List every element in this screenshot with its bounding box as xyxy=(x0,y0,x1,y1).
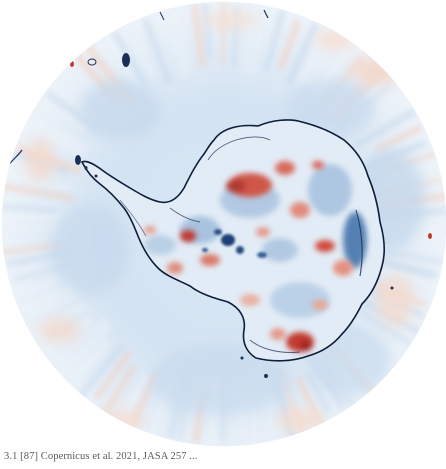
map-boundary xyxy=(0,0,446,448)
ocean-streak xyxy=(69,338,112,381)
ocean-streak xyxy=(359,309,412,345)
ocean-streak xyxy=(27,291,80,319)
ocean-streak xyxy=(374,124,423,153)
ocean-streak xyxy=(352,107,418,150)
continent-deep-blue-spots xyxy=(202,229,267,258)
ocean-streak xyxy=(2,225,59,231)
ocean-streak xyxy=(1,204,57,214)
continent-warm-anomalies xyxy=(144,161,353,352)
ocean-streak xyxy=(378,257,437,280)
ocean-streak xyxy=(44,316,109,371)
ocean-streak xyxy=(76,343,125,400)
ocean-streak xyxy=(250,5,268,77)
ocean-streak xyxy=(1,183,75,202)
ocean-streak xyxy=(285,23,319,85)
ocean-streak xyxy=(18,118,84,157)
ocean-streak xyxy=(19,283,78,313)
ocean-streak xyxy=(172,9,192,77)
ocean-streak xyxy=(375,265,445,292)
figure-caption: 3.1 [87] Copernicus et al. 2021, JASA 25… xyxy=(4,451,198,462)
ocean-streak xyxy=(1,213,63,221)
ocean-streak xyxy=(31,115,90,151)
ocean-streak xyxy=(38,93,89,132)
coastal-islands xyxy=(7,9,437,428)
coastline xyxy=(81,119,385,362)
ocean-streak xyxy=(164,11,186,79)
ocean-streak xyxy=(304,370,332,413)
ocean-streak xyxy=(191,2,206,67)
ocean-streak xyxy=(93,350,133,400)
ocean-streak xyxy=(102,364,137,415)
ocean-streak xyxy=(100,28,142,89)
ocean-warm-patches xyxy=(26,12,413,432)
ocean-streak xyxy=(202,2,212,61)
antarctica-continent xyxy=(81,119,385,362)
ocean-streak xyxy=(277,19,302,70)
ocean-streak xyxy=(124,19,155,78)
continent-cool-anomalies xyxy=(144,164,367,318)
ocean-streak xyxy=(142,18,173,84)
ocean-streak xyxy=(55,324,113,378)
ocean-streak xyxy=(263,8,286,72)
